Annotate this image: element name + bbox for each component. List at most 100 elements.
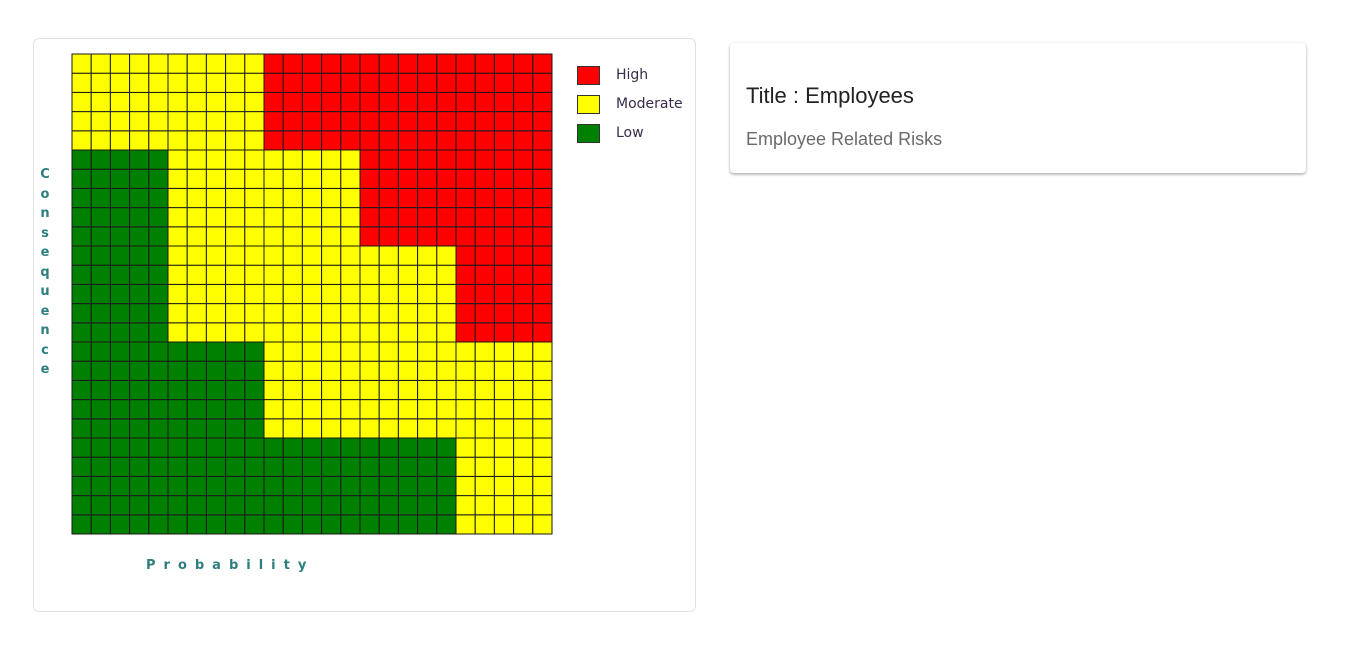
matrix-cell-moderate	[263, 264, 284, 285]
matrix-cell-moderate	[532, 379, 553, 401]
legend-label-high: High	[616, 67, 649, 83]
matrix-cell-low	[301, 495, 323, 516]
matrix-cell-low	[148, 379, 169, 401]
matrix-cell-low	[109, 149, 131, 170]
matrix-cell-moderate	[186, 264, 207, 285]
matrix-cell-moderate	[321, 168, 342, 189]
matrix-cell-high	[321, 72, 342, 93]
matrix-cell-moderate	[244, 303, 265, 324]
matrix-cell-moderate	[225, 264, 246, 285]
matrix-cell-low	[263, 456, 284, 477]
matrix-cell-moderate	[321, 322, 342, 343]
risk-matrix-panel: Consequence Probability High Moderate Lo…	[33, 38, 696, 612]
matrix-cell-moderate	[282, 245, 303, 266]
matrix-cell-moderate	[455, 399, 476, 420]
matrix-cell-low	[129, 245, 150, 266]
matrix-cell-low	[90, 514, 111, 535]
matrix-cell-low	[90, 283, 111, 305]
matrix-cell-low	[71, 379, 92, 401]
risk-matrix-chart	[71, 53, 553, 535]
matrix-cell-moderate	[263, 226, 284, 247]
matrix-cell-moderate	[301, 187, 323, 209]
matrix-cell-moderate	[321, 264, 342, 285]
matrix-cell-low	[225, 475, 246, 497]
matrix-cell-moderate	[532, 437, 553, 458]
matrix-cell-moderate	[532, 399, 553, 420]
legend-item-low: Low	[577, 123, 683, 143]
matrix-cell-moderate	[340, 399, 361, 420]
matrix-cell-moderate	[71, 111, 92, 132]
matrix-cell-low	[205, 437, 227, 458]
matrix-cell-low	[90, 418, 111, 439]
matrix-cell-low	[359, 475, 380, 497]
matrix-cell-high	[417, 226, 438, 247]
matrix-cell-low	[129, 399, 150, 420]
matrix-cell-moderate	[186, 111, 207, 132]
matrix-cell-low	[186, 437, 207, 458]
matrix-cell-low	[167, 399, 188, 420]
legend-swatch-moderate	[577, 94, 600, 114]
matrix-cell-high	[455, 245, 476, 266]
matrix-cell-moderate	[474, 360, 495, 381]
matrix-cell-low	[71, 360, 92, 381]
matrix-cell-moderate	[244, 245, 265, 266]
matrix-cell-low	[282, 514, 303, 535]
matrix-cell-low	[71, 283, 92, 305]
matrix-cell-moderate	[417, 341, 438, 362]
matrix-cell-moderate	[513, 360, 534, 381]
matrix-cell-high	[436, 91, 457, 113]
matrix-cell-high	[455, 264, 476, 285]
matrix-cell-low	[378, 514, 399, 535]
matrix-cell-low	[148, 475, 169, 497]
matrix-cell-moderate	[417, 399, 438, 420]
matrix-cell-high	[513, 72, 534, 93]
matrix-cell-moderate	[513, 514, 534, 535]
matrix-cell-moderate	[263, 360, 284, 381]
matrix-cell-moderate	[321, 149, 342, 170]
matrix-cell-moderate	[282, 226, 303, 247]
matrix-cell-moderate	[417, 283, 438, 305]
matrix-cell-moderate	[148, 91, 169, 113]
matrix-cell-high	[340, 72, 361, 93]
matrix-cell-moderate	[244, 72, 265, 93]
matrix-cell-low	[282, 475, 303, 497]
matrix-cell-moderate	[244, 207, 265, 228]
matrix-cell-high	[513, 168, 534, 189]
matrix-cell-low	[186, 495, 207, 516]
matrix-cell-low	[378, 456, 399, 477]
matrix-cell-moderate	[455, 360, 476, 381]
matrix-cell-low	[225, 514, 246, 535]
matrix-cell-low	[71, 322, 92, 343]
matrix-cell-moderate	[282, 322, 303, 343]
matrix-cell-moderate	[225, 53, 246, 74]
matrix-cell-moderate	[378, 399, 399, 420]
matrix-cell-high	[455, 72, 476, 93]
matrix-cell-moderate	[359, 360, 380, 381]
matrix-cell-moderate	[244, 322, 265, 343]
matrix-cell-low	[378, 437, 399, 458]
matrix-cell-low	[359, 495, 380, 516]
matrix-cell-high	[513, 245, 534, 266]
matrix-cell-moderate	[167, 130, 188, 151]
matrix-cell-moderate	[340, 207, 361, 228]
matrix-cell-moderate	[340, 303, 361, 324]
matrix-cell-low	[321, 514, 342, 535]
matrix-cell-moderate	[493, 514, 515, 535]
matrix-cell-moderate	[167, 283, 188, 305]
matrix-cell-low	[109, 437, 131, 458]
matrix-cell-moderate	[321, 399, 342, 420]
matrix-cell-low	[244, 418, 265, 439]
matrix-cell-low	[90, 149, 111, 170]
matrix-cell-low	[244, 475, 265, 497]
matrix-cell-high	[378, 91, 399, 113]
matrix-cell-moderate	[493, 341, 515, 362]
matrix-cell-low	[186, 418, 207, 439]
matrix-cell-low	[167, 341, 188, 362]
matrix-cell-high	[282, 111, 303, 132]
matrix-cell-moderate	[282, 399, 303, 420]
matrix-cell-high	[513, 91, 534, 113]
matrix-cell-moderate	[301, 245, 323, 266]
matrix-cell-moderate	[167, 187, 188, 209]
matrix-cell-moderate	[225, 111, 246, 132]
matrix-cell-moderate	[417, 303, 438, 324]
